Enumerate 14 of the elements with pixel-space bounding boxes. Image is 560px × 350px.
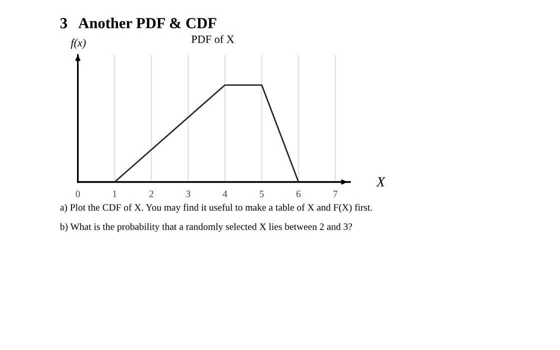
x-tick-label: 4 [222,190,228,198]
x-tick-label: 3 [186,190,190,198]
x-tick-label: 0 [76,190,80,198]
x-axis-title: X [376,177,386,186]
x-tick-label: 2 [149,190,154,198]
x-tick-label: 6 [296,190,301,198]
x-tick-label: 5 [260,190,264,198]
chart-title: 3 Another PDF & CDF [60,18,216,28]
chart-subtitle: PDF of X [192,35,234,44]
text: b) What is the probability that a randomly selected X lies between 2 and 3? [60,223,352,232]
y-axis-title: f(x) [70,38,86,49]
text: a) Plot the CDF of X. You may find it useful to make a table of X and F(X) first. [60,204,372,213]
x-tick-label: 7 [334,190,338,198]
x-tick-label: 1 [113,190,116,198]
